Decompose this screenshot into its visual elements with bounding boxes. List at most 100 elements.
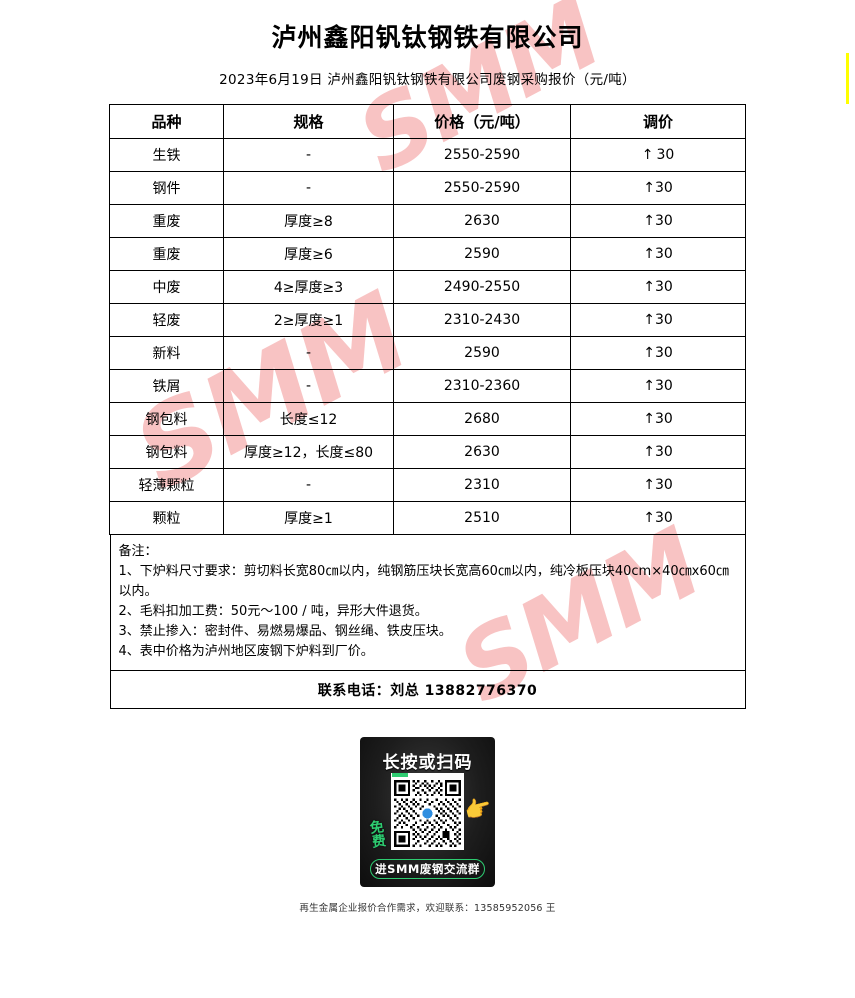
pointing-hand-icon: 👈: [461, 794, 495, 825]
promo-title: 长按或扫码: [382, 753, 473, 773]
cell-adjustment: ↑30: [570, 501, 746, 535]
cell-adjustment: ↑30: [570, 237, 746, 271]
cell-price: 2630: [393, 435, 571, 469]
contact-section: 联系电话：刘总 13882776370: [109, 671, 746, 709]
cell-spec: -: [223, 468, 394, 502]
table-row: 轻薄颗粒 -2310 ↑30: [109, 468, 746, 502]
cell-spec: 长度≤12: [223, 402, 394, 436]
cell-adjustment: ↑30: [570, 171, 746, 205]
cell-spec: -: [223, 369, 394, 403]
adjustment-value: 30: [654, 279, 673, 295]
cell-adjustment: ↑30: [570, 369, 746, 403]
cell-price: 2590: [393, 336, 571, 370]
cell-spec: 厚度≥12，长度≤80: [223, 435, 394, 469]
arrow-up-icon: ↑: [643, 345, 655, 361]
qr-code[interactable]: [391, 777, 464, 850]
cell-spec: 厚度≥1: [223, 501, 394, 535]
price-table: 品种 规格 价格（元/吨） 调价 生铁 -2550-2590 ↑ 30 钢件 -2550-…: [109, 104, 746, 535]
cell-kind: 重废: [109, 204, 224, 238]
cell-kind: 重废: [109, 237, 224, 271]
table-row: 新料 -2590 ↑30: [109, 336, 746, 370]
cell-kind: 生铁: [109, 138, 224, 172]
cell-kind: 钢件: [109, 171, 224, 205]
arrow-up-icon: ↑: [643, 246, 655, 262]
footer-note: 再生金属企业报价合作需求，欢迎联系：13585952056 王: [299, 903, 556, 914]
arrow-up-icon: ↑: [641, 147, 654, 163]
arrow-up-icon: ↑: [643, 411, 655, 427]
adjustment-value: 30: [654, 246, 673, 262]
adjustment-value: 30: [654, 345, 673, 361]
adjustment-value: 30: [654, 477, 673, 493]
adjustment-value: 30: [656, 147, 675, 163]
cell-price: 2630: [393, 204, 571, 238]
cell-price: 2680: [393, 402, 571, 436]
note-line: 3、禁止掺入：密封件、易燃易爆品、钢丝绳、铁皮压块。: [118, 624, 452, 639]
qr-top-bar: [391, 773, 464, 778]
notes-section: 备注： 1、下炉料尺寸要求：剪切料长宽80㎝以内，纯钢筋压块长宽高60㎝以内，纯…: [109, 535, 746, 671]
adjustment-value: 30: [654, 180, 673, 196]
column-header-kind: 品种: [109, 104, 224, 139]
cell-spec: -: [223, 336, 394, 370]
table-row: 中废 4≥厚度≥3 2490-2550 ↑30: [109, 270, 746, 304]
arrow-up-icon: ↑: [643, 444, 655, 460]
contact-phone: 联系电话：刘总 13882776370: [317, 682, 538, 699]
arrow-up-icon: ↑: [643, 180, 655, 196]
adjustment-value: 30: [654, 411, 673, 427]
arrow-up-icon: ↑: [643, 378, 655, 394]
cell-price: 2550-2590: [393, 138, 571, 172]
cell-adjustment: ↑30: [570, 303, 746, 337]
table-row: 颗粒 厚度≥1 2510 ↑30: [109, 501, 746, 535]
cell-adjustment: ↑30: [570, 138, 746, 172]
table-row: 钢包料 厚度≥12，长度≤80 2630 ↑30: [109, 435, 746, 469]
cell-spec: 厚度≥8: [223, 204, 394, 238]
cell-price: 2310-2360: [393, 369, 571, 403]
cell-price: 2310: [393, 468, 571, 502]
cell-spec: 2≥厚度≥1: [223, 303, 394, 337]
cell-kind: 钢包料: [109, 402, 224, 436]
arrow-up-icon: ↑: [643, 279, 655, 295]
table-row: 铁屑 -2310-2360 ↑30: [109, 369, 746, 403]
table-row: 钢包料 长度≤12 2680 ↑30: [109, 402, 746, 436]
arrow-up-icon: ↑: [643, 510, 655, 526]
adjustment-value: 30: [654, 444, 673, 460]
table-header-row: 品种 规格 价格（元/吨） 调价: [109, 104, 746, 139]
cell-spec: 4≥厚度≥3: [223, 270, 394, 304]
adjustment-value: 30: [654, 378, 673, 394]
cell-kind: 新料: [109, 336, 224, 370]
cell-adjustment: ↑30: [570, 435, 746, 469]
qr-code-image: [394, 780, 461, 847]
cell-adjustment: ↑30: [570, 270, 746, 304]
cell-spec: -: [223, 138, 394, 172]
adjustment-value: 30: [654, 213, 673, 229]
cell-kind: 轻废: [109, 303, 224, 337]
free-badge: 免费: [368, 819, 388, 851]
cell-price: 2590: [393, 237, 571, 271]
cell-price: 2490-2550: [393, 270, 571, 304]
cell-price: 2550-2590: [393, 171, 571, 205]
note-line: 1、下炉料尺寸要求：剪切料长宽80㎝以内，纯钢筋压块长宽高60㎝以内，纯冷板压块…: [118, 564, 729, 599]
arrow-up-icon: ↑: [643, 312, 655, 328]
adjustment-value: 30: [654, 312, 673, 328]
arrow-up-icon: ↑: [643, 477, 655, 493]
table-row: 生铁 -2550-2590 ↑ 30: [109, 138, 746, 172]
cell-kind: 轻薄颗粒: [109, 468, 224, 502]
page-title: 泸州鑫阳钒钛钢铁有限公司: [271, 23, 584, 52]
column-header-adjustment: 调价: [570, 104, 746, 139]
cell-spec: -: [223, 171, 394, 205]
note-line: 2、毛料扣加工费：50元～100 / 吨，异形大件退货。: [118, 604, 428, 619]
arrow-up-icon: ↑: [643, 213, 655, 229]
column-header-spec: 规格: [223, 104, 394, 139]
cell-adjustment: ↑30: [570, 402, 746, 436]
cell-adjustment: ↑30: [570, 336, 746, 370]
page-subtitle: 2023年6月19日 泸州鑫阳钒钛钢铁有限公司废钢采购报价（元/吨）: [219, 72, 636, 88]
cell-kind: 钢包料: [109, 435, 224, 469]
cell-price: 2310-2430: [393, 303, 571, 337]
cell-adjustment: ↑30: [570, 468, 746, 502]
table-row: 轻废 2≥厚度≥1 2310-2430 ↑30: [109, 303, 746, 337]
join-group-button[interactable]: 进SMM废钢交流群: [370, 859, 485, 879]
qr-promo-banner[interactable]: 长按或扫码: [360, 737, 495, 887]
table-row: 重废 厚度≥8 2630 ↑30: [109, 204, 746, 238]
table-row: 重废 厚度≥6 2590 ↑30: [109, 237, 746, 271]
column-header-price: 价格（元/吨）: [393, 104, 571, 139]
cell-kind: 中废: [109, 270, 224, 304]
